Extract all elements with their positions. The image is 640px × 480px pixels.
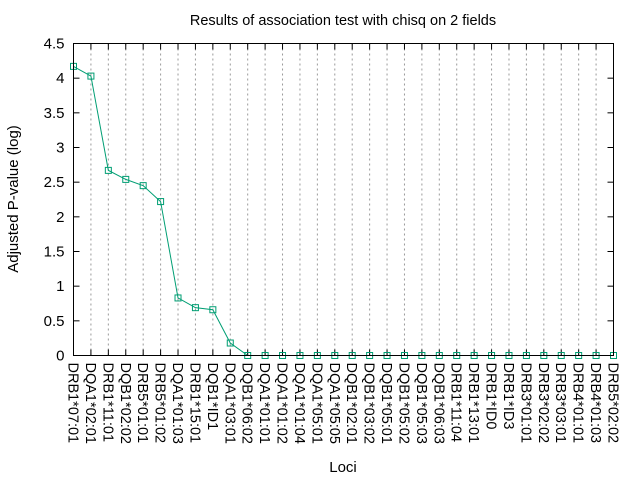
x-tick-label: DQB1*ID1 <box>204 363 220 431</box>
y-tick-label: 3.5 <box>44 105 65 122</box>
grid <box>90 43 597 356</box>
data-point <box>104 166 112 174</box>
x-tick-label: DQA1*01:04 <box>291 363 307 444</box>
x-tick-label: DQB1*03:02 <box>361 363 377 444</box>
x-tick-label: DRB3*01:01 <box>517 363 533 444</box>
y-tick-label: 0.5 <box>44 313 65 330</box>
y-tick-label: 4.5 <box>44 36 65 53</box>
x-tick-label: DRB5*01:02 <box>152 363 168 444</box>
y-tick-label: 2 <box>56 209 64 226</box>
x-axis-label: Loci <box>329 459 357 476</box>
x-tick-label: DQB1*05:02 <box>395 363 411 444</box>
data-point <box>157 198 165 206</box>
x-tick-label: DRB4*01:01 <box>570 363 586 444</box>
y-tick-label: 2.5 <box>44 174 65 191</box>
x-tick-label: DRB1*11:04 <box>448 363 464 443</box>
y-tick-label: 4 <box>56 70 64 87</box>
x-tick-label: DQA1*02:01 <box>82 363 98 444</box>
data-point <box>209 306 217 314</box>
x-tick-label: DQB1*06:02 <box>239 363 255 444</box>
x-tick-label: DRB1*07:01 <box>65 363 81 444</box>
series <box>70 62 617 359</box>
x-tick-label: DRB3*02:02 <box>535 363 551 444</box>
x-tick-label: DQB1*06:03 <box>430 363 446 444</box>
y-tick-label: 3 <box>56 140 64 157</box>
x-tick-label: DRB1*13:01 <box>465 363 481 444</box>
data-point <box>139 182 147 190</box>
x-tick-label: DRB3*03:01 <box>552 363 568 444</box>
y-tick-label: 0 <box>56 348 64 365</box>
y-axis-label: Adjusted P-value (log) <box>5 125 22 273</box>
chart-title: Results of association test with chisq o… <box>190 13 496 29</box>
x-tick-label: DQA1*05:01 <box>308 363 324 444</box>
x-tick-label: DRB5*01:01 <box>134 363 150 444</box>
data-point <box>87 72 95 80</box>
x-tick-label: DRB1*ID0 <box>483 363 499 430</box>
y-axis: 0 0.5 1 1.5 2 2.5 3 3.5 4 4.5 <box>44 36 614 365</box>
x-tick-label: DRB1*ID3 <box>500 363 516 430</box>
x-tick-label: DRB4*01:03 <box>587 363 603 444</box>
x-tick-label: DRB5*02:02 <box>605 363 621 444</box>
x-axis: DRB1*07:01 DQA1*02:01 DRB1*11:01 DQB1*02:02… <box>65 43 621 444</box>
x-tick-label: DQA1*01:01 <box>256 363 272 444</box>
plot-frame <box>73 43 614 356</box>
x-tick-label: DQB1*05:03 <box>413 363 429 444</box>
x-tick-label: DQB1*02:01 <box>343 363 359 444</box>
x-tick-label: DQB1*02:02 <box>117 363 133 444</box>
series-line <box>73 65 614 356</box>
data-point <box>191 304 199 312</box>
x-tick-label: DQA1*01:02 <box>274 363 290 444</box>
y-tick-label: 1 <box>56 278 64 295</box>
x-tick-label: DQA1*01:03 <box>169 363 185 444</box>
x-tick-label: DQA1*03:01 <box>221 363 237 444</box>
x-tick-label: DQB1*05:01 <box>378 363 394 444</box>
x-tick-label: DQA1*05:05 <box>326 363 342 444</box>
x-tick-label: DRB1*15:01 <box>186 363 202 444</box>
data-point <box>174 294 182 302</box>
data-point <box>122 175 130 183</box>
data-point <box>226 339 234 347</box>
x-tick-label: DRB1*11:01 <box>99 363 115 443</box>
y-tick-label: 1.5 <box>44 244 65 261</box>
